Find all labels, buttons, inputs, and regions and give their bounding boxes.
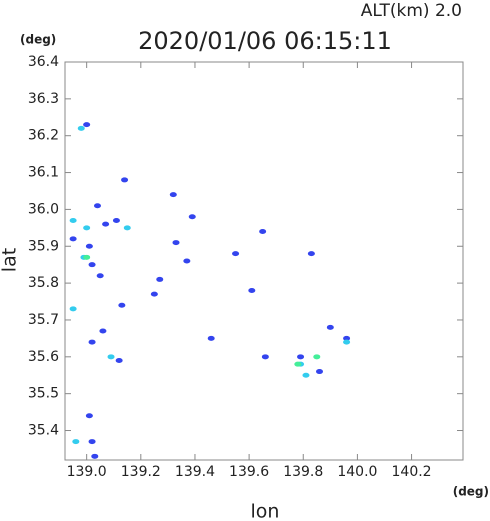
y-tick-label: 35.4 xyxy=(28,423,59,439)
echo xyxy=(107,354,115,360)
y-tick-label: 35.7 xyxy=(28,312,59,328)
echo xyxy=(112,217,120,223)
echo xyxy=(85,413,93,419)
y-tick-label: 36.3 xyxy=(28,91,59,107)
echo xyxy=(69,236,77,242)
echo xyxy=(123,225,131,231)
echo xyxy=(207,335,215,341)
echo xyxy=(83,254,91,260)
echo xyxy=(118,302,126,308)
echo xyxy=(294,361,302,367)
plot-frame xyxy=(64,61,464,461)
echo xyxy=(69,217,77,223)
y-tick-label: 36.4 xyxy=(28,54,59,70)
echo xyxy=(259,229,267,235)
echo xyxy=(88,439,96,445)
x-tick-label: 139.0 xyxy=(67,464,107,480)
echo xyxy=(316,369,324,375)
echo xyxy=(69,306,77,312)
echo xyxy=(88,262,96,268)
echo xyxy=(183,258,191,264)
echo xyxy=(93,203,101,209)
echo xyxy=(88,339,96,345)
echo xyxy=(343,339,351,345)
y-tick-label: 36.0 xyxy=(28,201,59,217)
y-unit: (deg) xyxy=(20,33,56,47)
echo xyxy=(91,453,99,459)
echo xyxy=(115,358,123,363)
y-tick-label: 35.5 xyxy=(28,386,59,402)
echo xyxy=(343,335,351,341)
echo xyxy=(172,240,180,246)
x-tick-label: 139.6 xyxy=(229,464,269,480)
x-tick-label: 140.0 xyxy=(337,464,377,480)
echo xyxy=(83,225,91,231)
echo xyxy=(313,354,321,360)
x-tick-label: 140.2 xyxy=(392,464,432,480)
x-unit: (deg) xyxy=(453,485,489,499)
y-tick-label: 35.8 xyxy=(28,275,59,291)
echo xyxy=(77,125,85,131)
echo xyxy=(188,214,196,220)
echo xyxy=(102,221,110,227)
echo xyxy=(307,251,315,257)
echo xyxy=(248,287,256,293)
echo xyxy=(150,291,158,297)
altitude-label: ALT(km) 2.0 xyxy=(361,1,462,21)
y-axis-label: lat xyxy=(0,248,21,272)
echo xyxy=(99,328,107,334)
echo xyxy=(232,251,240,257)
y-tick-label: 35.9 xyxy=(28,238,59,254)
x-tick-label: 139.4 xyxy=(175,464,215,480)
echo xyxy=(83,122,91,128)
x-axis-label: lon xyxy=(251,501,280,521)
echo xyxy=(96,273,104,279)
echo xyxy=(121,177,129,183)
echo xyxy=(156,276,164,282)
echo xyxy=(72,439,80,445)
echo xyxy=(85,243,93,249)
echo xyxy=(297,354,305,360)
x-tick-label: 139.2 xyxy=(121,464,161,480)
y-tick-label: 36.2 xyxy=(28,128,59,144)
y-tick-label: 36.1 xyxy=(28,165,59,181)
echo xyxy=(302,372,310,378)
y-tick-label: 35.6 xyxy=(28,349,59,365)
echo xyxy=(261,354,269,360)
echo xyxy=(169,192,177,198)
x-tick-label: 139.8 xyxy=(283,464,323,480)
chart-title: 2020/01/06 06:15:11 xyxy=(138,27,392,55)
echo xyxy=(326,324,334,330)
